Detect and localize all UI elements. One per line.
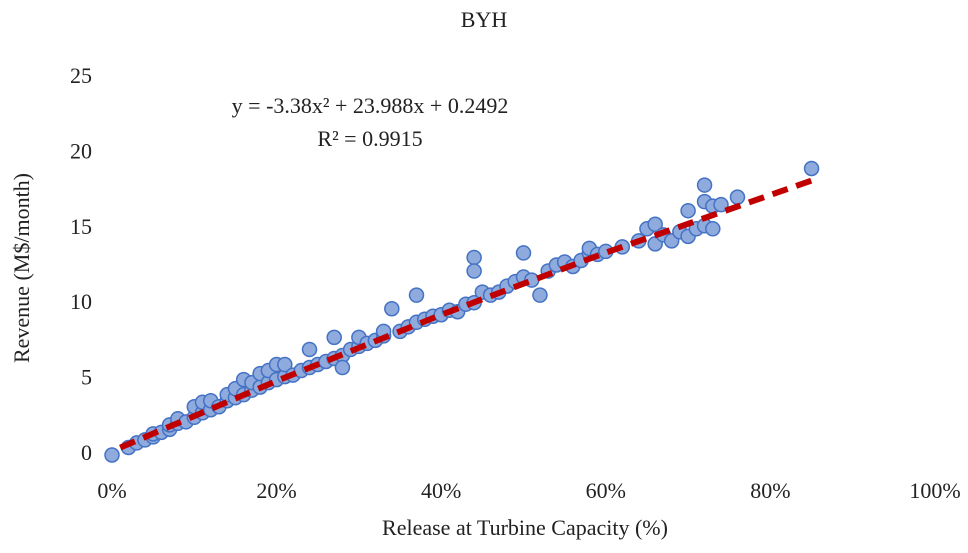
x-tick-label: 80%: [750, 478, 790, 503]
scatter-point: [384, 300, 400, 317]
scatter-point: [515, 245, 532, 261]
scatter-point: [466, 263, 482, 279]
scatter-point: [301, 341, 318, 358]
scatter-point: [532, 287, 548, 303]
y-tick-label: 10: [70, 289, 92, 314]
y-tick-label: 15: [70, 214, 92, 239]
r-squared: R² = 0.9915: [317, 126, 422, 151]
scatter-point: [647, 216, 663, 233]
y-tick-label: 0: [81, 440, 92, 465]
x-tick-label: 0%: [97, 478, 126, 503]
trend-line: [119, 177, 813, 451]
scatter-point: [696, 177, 713, 193]
scatter-point: [803, 160, 820, 177]
scatter-point: [680, 202, 696, 219]
scatter-point: [729, 189, 746, 205]
y-tick-label: 20: [70, 138, 92, 163]
scatter-point: [705, 221, 721, 237]
scatter-point: [326, 329, 342, 346]
scatter-point: [104, 447, 120, 463]
y-axis-label: Revenue (M$/month): [9, 173, 34, 363]
y-tick-label: 5: [81, 365, 92, 390]
x-axis-label: Release at Turbine Capacity (%): [382, 515, 668, 540]
x-tick-label: 100%: [909, 478, 960, 503]
scatter-point: [334, 359, 351, 376]
y-tick-label: 25: [70, 63, 92, 88]
chart-title: BYH: [461, 7, 508, 32]
x-tick-label: 20%: [256, 478, 296, 503]
scatter-point: [277, 356, 293, 373]
scatter-point: [408, 287, 425, 303]
x-tick-label: 60%: [586, 478, 626, 503]
scatter-point: [466, 249, 482, 266]
equation: y = -3.38x² + 23.988x + 0.2492: [232, 93, 509, 118]
x-tick-label: 40%: [421, 478, 461, 503]
